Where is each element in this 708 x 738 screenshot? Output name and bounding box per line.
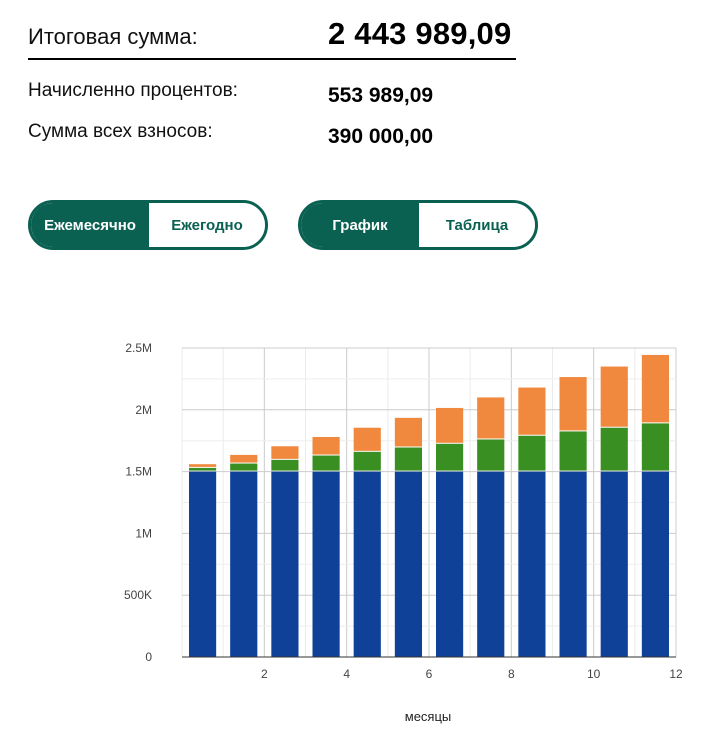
total-sum-row: Итоговая сумма: 2 443 989,09 [28, 14, 516, 60]
bar-segment-2 [477, 439, 505, 471]
x-tick-label: 6 [426, 667, 433, 681]
bar-segment-1 [559, 471, 587, 657]
bar-segment-3 [477, 397, 505, 439]
bar-segment-3 [353, 427, 381, 451]
bar-segment-2 [188, 467, 217, 471]
deposits-label: Сумма всех взносов: [28, 121, 213, 142]
bar-segment-2 [600, 427, 628, 471]
bar-segment-2 [394, 447, 423, 471]
view-toggle: График Таблица [298, 200, 538, 250]
bar-segment-2 [271, 459, 299, 471]
chart-grid [181, 347, 677, 657]
bar-segment-1 [641, 471, 670, 657]
bar-segment-3 [230, 454, 258, 463]
x-tick-label: 2 [261, 667, 268, 681]
chart-view-button[interactable]: График [301, 203, 419, 247]
bar-segment-2 [559, 431, 587, 471]
bar-segment-3 [394, 417, 423, 447]
interest-label: Начисленно процентов: [28, 80, 238, 101]
bar-segment-3 [312, 436, 340, 455]
bar-segment-1 [188, 471, 217, 657]
y-tick-label: 2M [135, 403, 152, 417]
table-view-button[interactable]: Таблица [419, 203, 535, 247]
y-tick-label: 0 [145, 650, 152, 664]
y-tick-label: 1.5M [125, 465, 152, 479]
bar-segment-2 [230, 463, 258, 471]
bar-segment-1 [230, 471, 258, 657]
bar-segment-1 [477, 471, 505, 657]
y-tick-label: 2.5M [125, 341, 152, 355]
interest-row: Начисленно процентов: 553 989,09 [28, 80, 508, 110]
bar-segment-3 [600, 366, 628, 427]
bar-segment-2 [435, 443, 464, 471]
period-toggle: Ежемесячно Ежегодно [28, 200, 268, 250]
x-axis-title: месяцы [405, 709, 452, 724]
bar-segment-3 [435, 407, 464, 443]
bar-segment-3 [188, 464, 217, 467]
bar-segment-3 [641, 354, 670, 423]
chart-bars [188, 354, 670, 657]
bar-segment-1 [312, 471, 340, 657]
monthly-button[interactable]: Ежемесячно [31, 203, 149, 247]
bar-segment-1 [600, 471, 628, 657]
deposits-row: Сумма всех взносов: 390 000,00 [28, 121, 508, 151]
total-sum-label: Итоговая сумма: [28, 24, 198, 49]
y-tick-label: 500K [124, 588, 152, 602]
bar-segment-3 [518, 387, 546, 435]
interest-value: 553 989,09 [328, 84, 434, 107]
bar-segment-1 [435, 471, 464, 657]
bar-segment-1 [271, 471, 299, 657]
bar-segment-3 [559, 377, 587, 431]
x-tick-label: 4 [343, 667, 350, 681]
y-tick-label: 1M [135, 526, 152, 540]
bar-segment-2 [518, 435, 546, 471]
bar-segment-2 [312, 455, 340, 471]
total-sum-value: 2 443 989,09 [328, 16, 512, 51]
yearly-button[interactable]: Ежегодно [149, 203, 265, 247]
balance-chart: 0 500K 1M 1.5M 2M 2.5M 2 4 6 8 10 12 месяцы [124, 341, 683, 724]
x-tick-label: 12 [669, 667, 683, 681]
chart-axes: 0 500K 1M 1.5M 2M 2.5M 2 4 6 8 10 12 [124, 341, 683, 681]
bar-segment-3 [271, 446, 299, 459]
bar-segment-1 [518, 471, 546, 657]
bar-segment-2 [641, 423, 670, 471]
bar-segment-1 [394, 471, 423, 657]
bar-segment-1 [353, 471, 381, 657]
deposits-value: 390 000,00 [328, 125, 434, 148]
bar-segment-2 [353, 451, 381, 471]
x-tick-label: 10 [587, 667, 601, 681]
x-tick-label: 8 [508, 667, 515, 681]
